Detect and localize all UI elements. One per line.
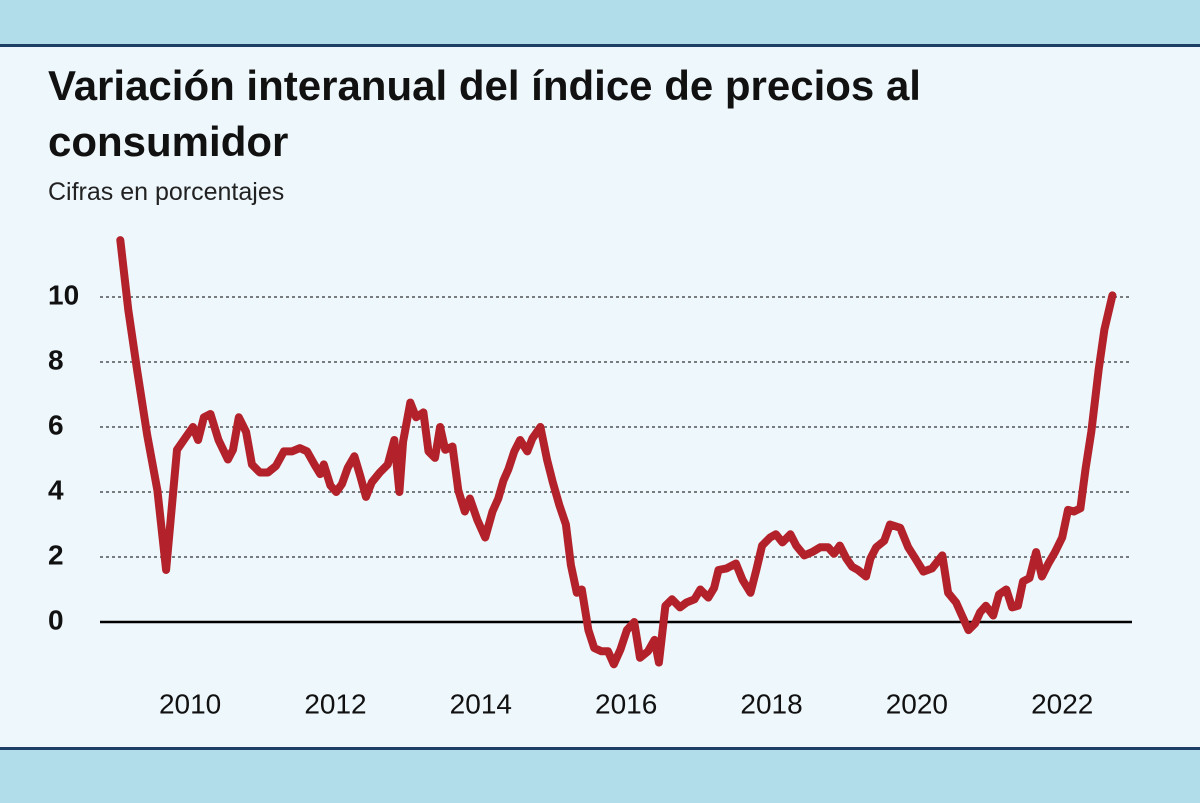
- y-tick-label: 6: [48, 409, 64, 440]
- chart-subtitle: Cifras en porcentajes: [48, 178, 285, 206]
- x-tick-label: 2012: [304, 688, 366, 719]
- top-band: [0, 0, 1200, 47]
- data-line: [116, 236, 1117, 669]
- y-tick-label: 0: [48, 604, 64, 635]
- x-tick-label: 2010: [159, 688, 221, 719]
- y-tick-label: 2: [48, 539, 64, 570]
- chart-title: Variación interanual del índice de preci…: [48, 62, 921, 165]
- y-tick-label: 4: [48, 474, 64, 505]
- y-tick-label: 10: [48, 279, 79, 310]
- x-tick-label: 2014: [450, 688, 512, 719]
- x-tick-label: 2020: [886, 688, 948, 719]
- x-tick-label: 2016: [595, 688, 657, 719]
- bottom-band: [0, 747, 1200, 803]
- y-tick-label: 8: [48, 344, 64, 375]
- x-tick-label: 2022: [1031, 688, 1093, 719]
- x-tick-label: 2018: [740, 688, 802, 719]
